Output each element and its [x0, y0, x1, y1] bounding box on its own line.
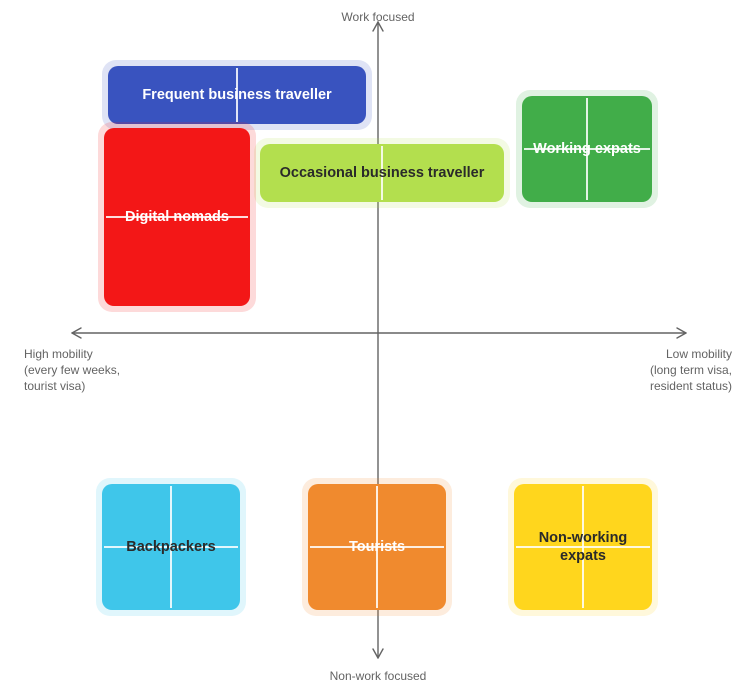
- quadrant-diagram: { "canvas": { "width": 754, "height": 68…: [0, 0, 754, 689]
- node-label: Working expats: [533, 140, 641, 158]
- node-label: Digital nomads: [125, 208, 229, 226]
- axis-label-bottom: Non-work focused: [330, 668, 427, 684]
- node-dig-nomad: Digital nomads: [98, 122, 256, 312]
- axis-label-right: Low mobility (long term visa, resident s…: [650, 346, 732, 395]
- node-label: Backpackers: [126, 538, 216, 556]
- node-work-expat: Working expats: [516, 90, 658, 208]
- node-nw-expat: Non-working expats: [508, 478, 658, 616]
- node-label: Occasional business traveller: [280, 164, 485, 182]
- axis-label-top: Work focused: [341, 9, 414, 25]
- node-freq-biz: Frequent business traveller: [102, 60, 372, 130]
- axis-label-left: High mobility (every few weeks, tourist …: [24, 346, 120, 395]
- node-tourists: Tourists: [302, 478, 452, 616]
- node-backpack: Backpackers: [96, 478, 246, 616]
- node-occ-biz: Occasional business traveller: [254, 138, 510, 208]
- node-label: Non-working expats: [520, 529, 646, 565]
- node-label: Frequent business traveller: [142, 86, 331, 104]
- node-label: Tourists: [349, 538, 405, 556]
